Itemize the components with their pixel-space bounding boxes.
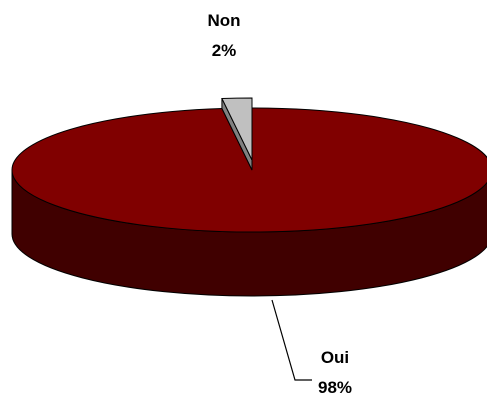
slice-oui bbox=[11, 107, 487, 233]
slice-label-oui: Oui bbox=[321, 348, 349, 367]
slice-percent-oui: 98% bbox=[318, 378, 352, 397]
leader-line-oui bbox=[271, 299, 312, 381]
leader-lines bbox=[271, 299, 312, 381]
slice-percent-non: 2% bbox=[212, 41, 237, 60]
pie-3d-tops bbox=[11, 97, 487, 233]
slice-label-non: Non bbox=[207, 11, 240, 30]
slice-non bbox=[221, 97, 253, 161]
